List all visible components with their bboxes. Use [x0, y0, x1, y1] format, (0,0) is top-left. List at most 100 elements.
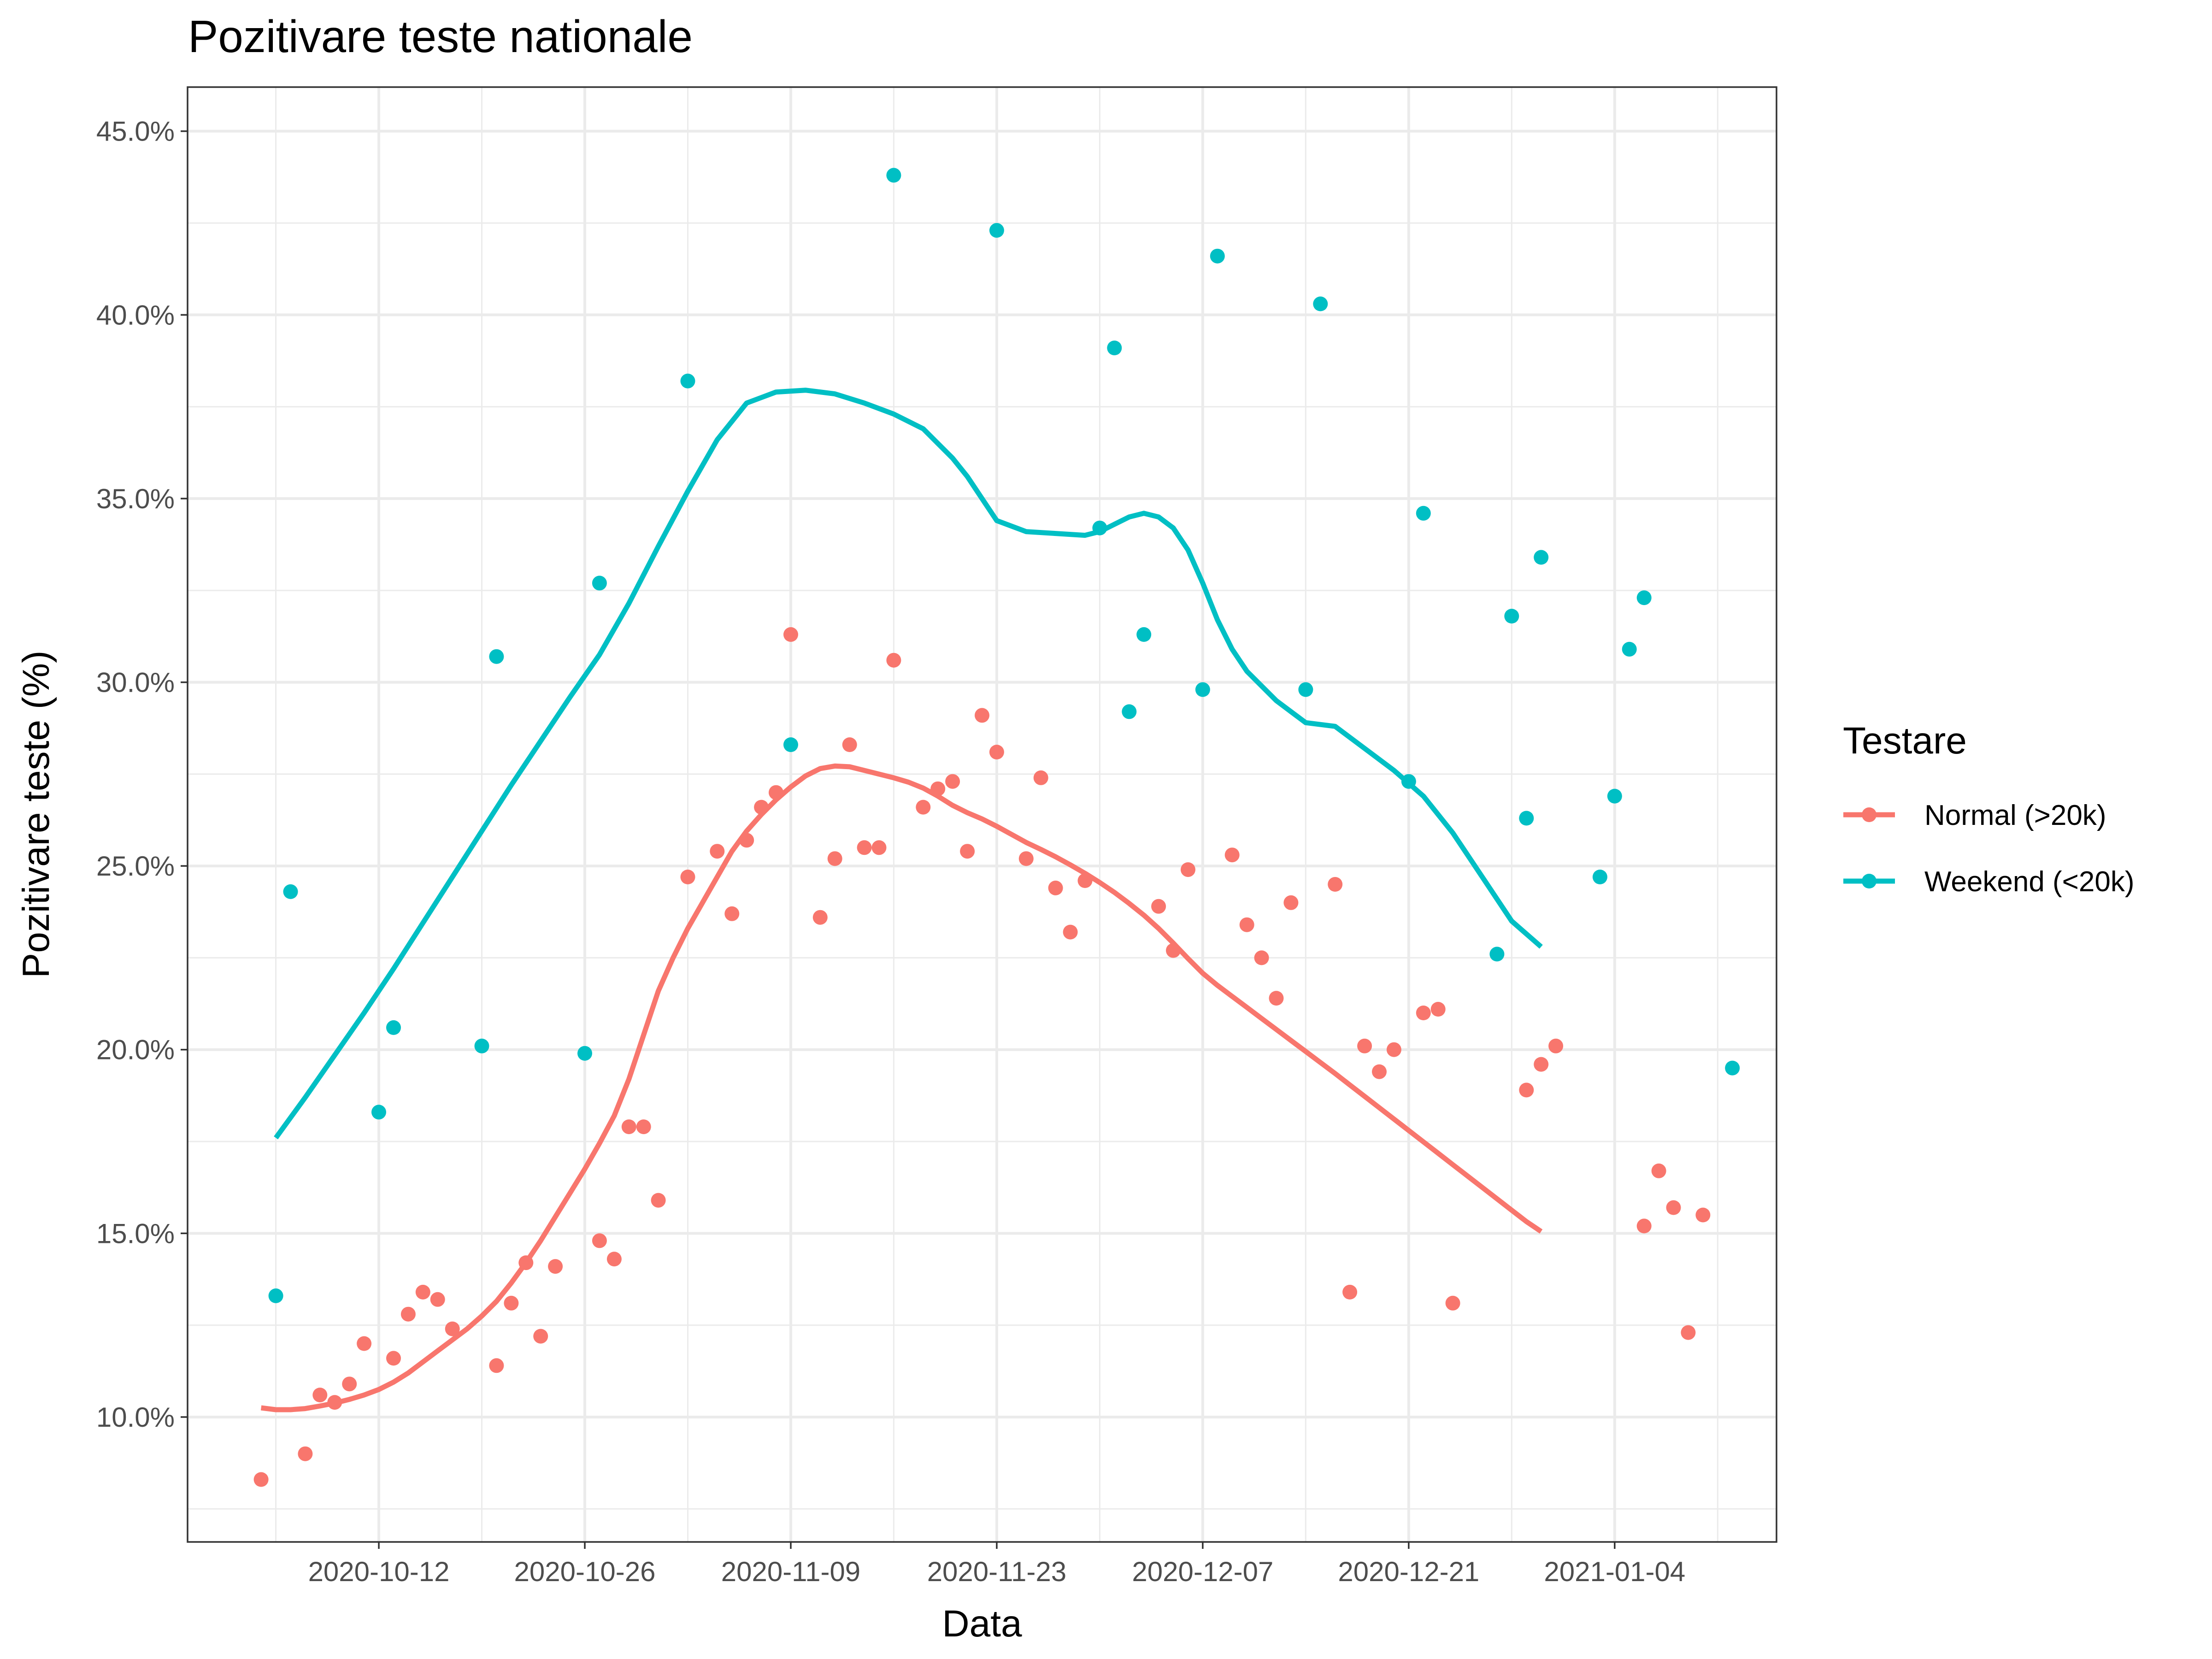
- data-point: [592, 576, 607, 591]
- data-point: [1416, 1006, 1431, 1020]
- data-point: [1136, 627, 1152, 642]
- data-point: [533, 1329, 548, 1344]
- smooth-lines: [260, 388, 1543, 1412]
- data-point: [1107, 341, 1122, 355]
- y-tick-label: 40.0%: [96, 300, 175, 330]
- data-point: [636, 1119, 651, 1135]
- data-point: [1328, 877, 1343, 892]
- data-point: [1607, 788, 1622, 804]
- data-point: [783, 737, 798, 752]
- data-point: [504, 1295, 519, 1311]
- data-point: [1269, 991, 1284, 1006]
- data-point: [754, 800, 769, 815]
- data-point: [1166, 943, 1181, 958]
- major-gridlines: [188, 87, 1777, 1542]
- data-point: [842, 737, 857, 752]
- data-point: [1181, 862, 1195, 877]
- data-point: [769, 785, 783, 800]
- y-axis: 10.0% 15.0% 20.0% 25.0% 30.0% 35.0% 40.0% 45.0%: [96, 116, 188, 1433]
- data-point: [783, 627, 798, 642]
- x-tick-label: 2020-12-07: [1132, 1556, 1273, 1587]
- data-point: [989, 223, 1004, 238]
- data-point: [945, 774, 960, 789]
- data-point: [1195, 682, 1210, 697]
- data-point: [1681, 1325, 1696, 1340]
- x-axis-title: Data: [942, 1603, 1022, 1645]
- data-point: [1151, 899, 1166, 914]
- data-point: [1063, 924, 1078, 940]
- data-point: [1548, 1038, 1564, 1053]
- data-point: [386, 1020, 401, 1035]
- data-point: [342, 1377, 357, 1392]
- data-point: [518, 1255, 534, 1271]
- data-point: [1048, 880, 1063, 895]
- data-point: [400, 1306, 416, 1322]
- legend-label: Weekend (<20k): [1924, 866, 2135, 898]
- smooth-line: [260, 763, 1543, 1412]
- data-point: [298, 1446, 313, 1461]
- data-point: [1592, 870, 1607, 884]
- panel-border: [187, 86, 1777, 1543]
- x-tick-label: 2020-11-09: [721, 1556, 860, 1587]
- data-point: [1445, 1295, 1460, 1311]
- data-point: [812, 910, 828, 925]
- data-point: [1401, 774, 1416, 789]
- x-tick-label: 2020-10-12: [308, 1556, 450, 1587]
- data-point: [621, 1119, 636, 1135]
- data-point: [327, 1395, 342, 1410]
- x-tick-label: 2020-11-23: [927, 1556, 1066, 1587]
- y-tick-label: 35.0%: [96, 483, 175, 514]
- data-point: [1386, 1042, 1401, 1057]
- data-point: [989, 745, 1004, 759]
- smooth-line: [274, 388, 1543, 1140]
- data-point: [960, 844, 975, 859]
- y-tick-label: 20.0%: [96, 1035, 175, 1065]
- data-point: [1416, 506, 1431, 521]
- data-point: [592, 1233, 607, 1248]
- data-points: [253, 168, 1740, 1487]
- data-point: [975, 708, 989, 723]
- data-point: [1489, 947, 1505, 962]
- data-point: [1254, 950, 1269, 965]
- legend-key-point: [1862, 807, 1877, 822]
- data-point: [1504, 609, 1519, 624]
- data-point: [415, 1284, 430, 1300]
- legend-key-point: [1862, 874, 1877, 888]
- data-point: [1519, 1082, 1534, 1098]
- data-point: [606, 1252, 622, 1267]
- data-point: [1298, 682, 1313, 697]
- data-point: [386, 1351, 401, 1366]
- y-tick-label: 10.0%: [96, 1402, 175, 1433]
- data-point: [445, 1321, 460, 1336]
- data-point: [1092, 520, 1107, 535]
- data-point: [1018, 851, 1034, 866]
- data-point: [577, 1046, 592, 1061]
- data-point: [1372, 1064, 1387, 1079]
- data-point: [1224, 847, 1240, 863]
- minor-gridlines: [188, 87, 1777, 1542]
- data-point: [357, 1336, 372, 1351]
- data-point: [1534, 550, 1549, 565]
- data-point: [710, 844, 725, 859]
- data-point: [739, 833, 754, 848]
- data-point: [1239, 917, 1254, 932]
- chart-title: Pozitivare teste nationale: [188, 11, 693, 62]
- legend: Testare Normal (>20k) Weekend (<20k): [1843, 720, 2135, 898]
- data-point: [1695, 1207, 1711, 1223]
- y-tick-label: 25.0%: [96, 851, 175, 882]
- data-point: [1122, 704, 1137, 719]
- data-point: [827, 851, 842, 866]
- y-tick-label: 45.0%: [96, 116, 175, 147]
- data-point: [1534, 1057, 1549, 1072]
- data-point: [548, 1259, 563, 1274]
- data-point: [857, 840, 872, 855]
- data-point: [1666, 1200, 1681, 1215]
- legend-items: Normal (>20k) Weekend (<20k): [1843, 800, 2135, 898]
- data-point: [724, 906, 740, 921]
- data-point: [253, 1472, 269, 1487]
- data-point: [312, 1388, 328, 1403]
- data-point: [680, 373, 695, 388]
- legend-label: Normal (>20k): [1924, 800, 2106, 831]
- data-point: [268, 1288, 283, 1303]
